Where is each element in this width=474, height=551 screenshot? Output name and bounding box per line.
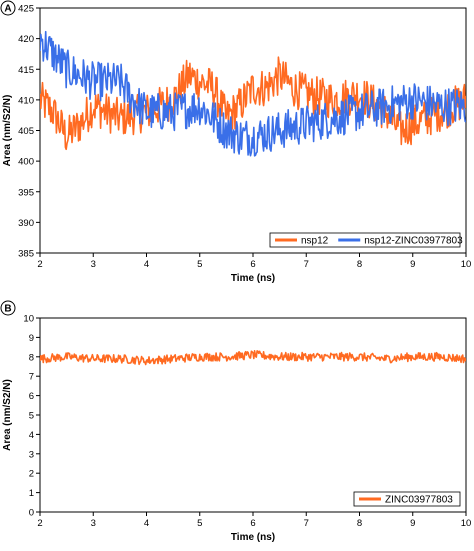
legend-box [269,232,461,248]
y-tick-label: 6 [29,391,34,402]
series-line-nsp12-ZINC03977803 [40,30,466,157]
y-tick-label: 400 [18,157,34,168]
panel-b: B 0 1 2 3 4 5 6 7 8 9 10 2 3 4 5 6 7 8 9 10 Time (ns) Area (nm… [0,300,472,543]
y-tick-label: 390 [18,218,34,229]
y-tick-label: 9 [29,333,34,344]
y-tick-label: 425 [18,4,34,15]
legend-box [353,491,461,507]
y-tick-label: 8 [29,352,34,363]
y-tick-label: 1 [29,488,34,499]
x-axis-label: Time (ns) [231,273,275,284]
panel-a: A 385 390 395 400 405 410 415 420 425 2 3 4 5 6 7 8 9 10 Ti… [0,0,472,284]
x-tick-label: 3 [91,259,96,270]
y-tick-label: 4 [29,430,34,441]
y-tick-label: 395 [18,187,34,198]
x-tick-label: 6 [250,518,255,529]
x-tick-label: 4 [144,259,149,270]
x-tick-label: 7 [304,259,309,270]
y-tick-label: 385 [18,249,34,260]
y-axis-label: Area (nm/S2/N) [2,379,13,451]
panel-label: A [4,4,11,15]
legend: nsp12 nsp12-ZINC03977803 [269,232,463,248]
series-line-nsp12 [40,56,466,151]
y-tick-label: 410 [18,95,34,106]
legend: ZINC03977803 [353,491,461,507]
x-tick-label: 6 [250,259,255,270]
x-tick-label: 4 [144,518,149,529]
x-tick-label: 7 [304,518,309,529]
y-tick-label: 405 [18,126,34,137]
x-tick-label: 3 [91,518,96,529]
y-tick-label: 7 [29,372,34,383]
x-axis-label: Time (ns) [231,532,275,543]
x-tick-label: 9 [410,518,415,529]
x-tick-label: 10 [461,518,472,529]
y-tick-label: 420 [18,34,34,45]
panel-badge [0,300,16,316]
panel-label: B [4,304,11,315]
legend-label: ZINC03977803 [385,495,453,506]
plot-frame [39,317,467,513]
x-tick-label: 8 [357,259,362,270]
y-tick-label: 0 [29,508,34,519]
x-tick-label: 2 [37,518,42,529]
y-tick-label: 10 [23,314,34,325]
x-tick-label: 8 [357,518,362,529]
series-line-ZINC03977803 [40,349,466,366]
legend-label: nsp12 [301,236,329,247]
x-tick-label: 5 [197,259,202,270]
x-tick-label: 5 [197,518,202,529]
panel-badge [0,0,16,16]
y-axis-label: Area (nm/S2/N) [2,95,13,167]
y-tick-label: 5 [29,411,34,422]
legend-label: nsp12-ZINC03977803 [364,236,463,247]
x-tick-label: 10 [461,259,472,270]
y-tick-label: 415 [18,65,34,76]
x-tick-label: 9 [410,259,415,270]
x-tick-label: 2 [37,259,42,270]
y-tick-label: 3 [29,449,34,460]
y-tick-label: 2 [29,469,34,480]
